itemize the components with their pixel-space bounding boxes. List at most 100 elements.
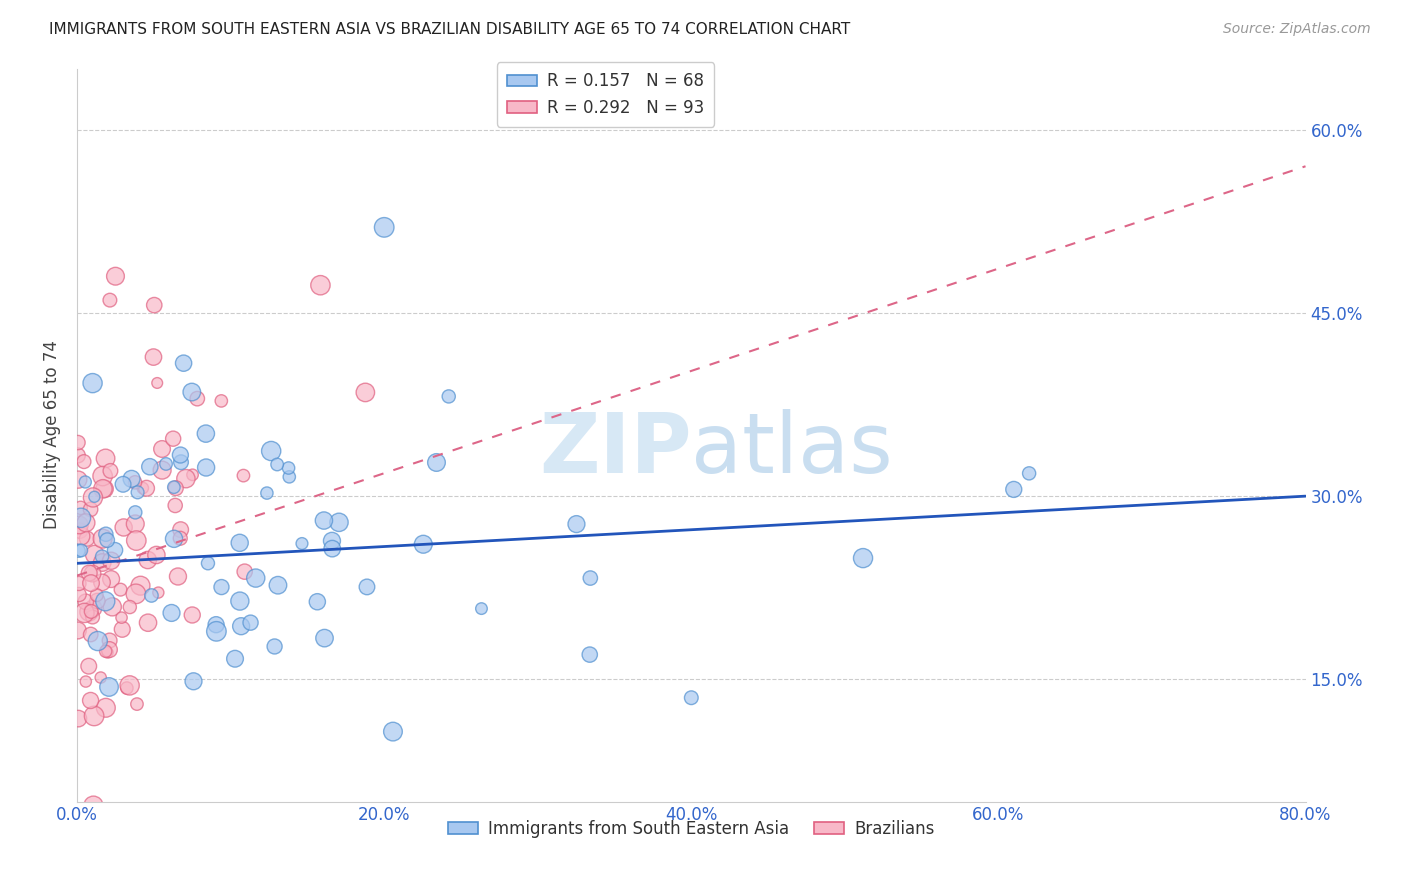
Point (228, 536, 250, 550)
Point (70, 543, 93, 558)
Point (69, 500, 91, 515)
Point (229, 594, 252, 608)
Point (195, 460, 218, 475)
Point (67, 543, 90, 558)
Point (321, 541, 343, 556)
Point (76, 532, 98, 546)
Point (96, 645, 118, 659)
Point (224, 652, 246, 666)
Point (143, 298, 166, 312)
Point (82, 601, 104, 615)
Text: Source: ZipAtlas.com: Source: ZipAtlas.com (1223, 22, 1371, 37)
Point (66, 449, 89, 463)
Point (170, 455, 193, 469)
Point (169, 448, 191, 462)
Point (80, 576, 103, 591)
Point (104, 543, 127, 558)
Point (256, 486, 278, 500)
Point (86, 588, 108, 602)
Point (180, 385, 202, 400)
Point (66, 435, 89, 450)
Point (89, 806, 111, 821)
Point (162, 432, 184, 446)
Point (1018, 467, 1040, 481)
Point (141, 589, 163, 603)
Point (124, 516, 146, 531)
Point (578, 648, 600, 662)
Point (82, 610, 104, 624)
Point (93, 482, 115, 496)
Point (681, 690, 703, 705)
Point (125, 697, 148, 711)
Point (67, 473, 90, 487)
Point (91, 482, 114, 496)
Point (356, 580, 378, 594)
Point (121, 472, 143, 486)
Point (127, 485, 149, 500)
Point (124, 475, 146, 490)
Point (110, 582, 132, 597)
Point (70, 529, 93, 543)
Point (94, 700, 117, 714)
Point (173, 356, 195, 370)
Point (277, 461, 299, 475)
Point (111, 622, 134, 636)
Point (94, 594, 117, 608)
Point (80, 627, 103, 641)
Point (314, 631, 336, 645)
Point (174, 472, 197, 486)
Point (69, 524, 91, 538)
Point (94, 451, 117, 466)
Point (98, 680, 121, 694)
Point (96, 533, 118, 548)
Point (354, 385, 377, 400)
Point (167, 569, 190, 583)
Point (160, 606, 183, 620)
Point (425, 455, 447, 469)
Point (124, 505, 146, 519)
Point (91, 575, 114, 590)
Point (82, 376, 104, 390)
Point (165, 499, 187, 513)
Point (90, 671, 112, 685)
Point (239, 615, 262, 630)
Point (112, 477, 135, 491)
Y-axis label: Disability Age 65 to 74: Disability Age 65 to 74 (44, 341, 60, 530)
Point (163, 480, 186, 494)
Point (98, 633, 121, 648)
Point (470, 601, 492, 615)
Point (66, 624, 89, 638)
Point (145, 548, 167, 562)
Point (67, 712, 90, 726)
Point (94, 644, 117, 658)
Point (565, 517, 588, 532)
Point (155, 457, 177, 471)
Point (77, 605, 100, 619)
Point (125, 587, 148, 601)
Point (165, 481, 187, 495)
Point (77, 566, 100, 580)
Point (91, 532, 114, 546)
Point (118, 600, 141, 615)
Point (100, 554, 122, 568)
Point (205, 617, 228, 632)
Point (412, 537, 434, 551)
Point (83, 548, 105, 562)
Text: ZIP: ZIP (538, 409, 692, 491)
Point (86, 594, 108, 608)
Point (100, 572, 122, 586)
Point (328, 516, 350, 530)
Point (136, 615, 159, 630)
Point (245, 571, 267, 585)
Point (278, 470, 301, 484)
Point (291, 536, 314, 550)
Point (77, 659, 100, 673)
Point (135, 481, 157, 495)
Point (87, 634, 110, 648)
Point (75, 516, 97, 530)
Point (73, 454, 96, 468)
Point (579, 571, 602, 585)
Point (1002, 483, 1025, 497)
Point (260, 444, 283, 458)
Point (169, 531, 191, 545)
